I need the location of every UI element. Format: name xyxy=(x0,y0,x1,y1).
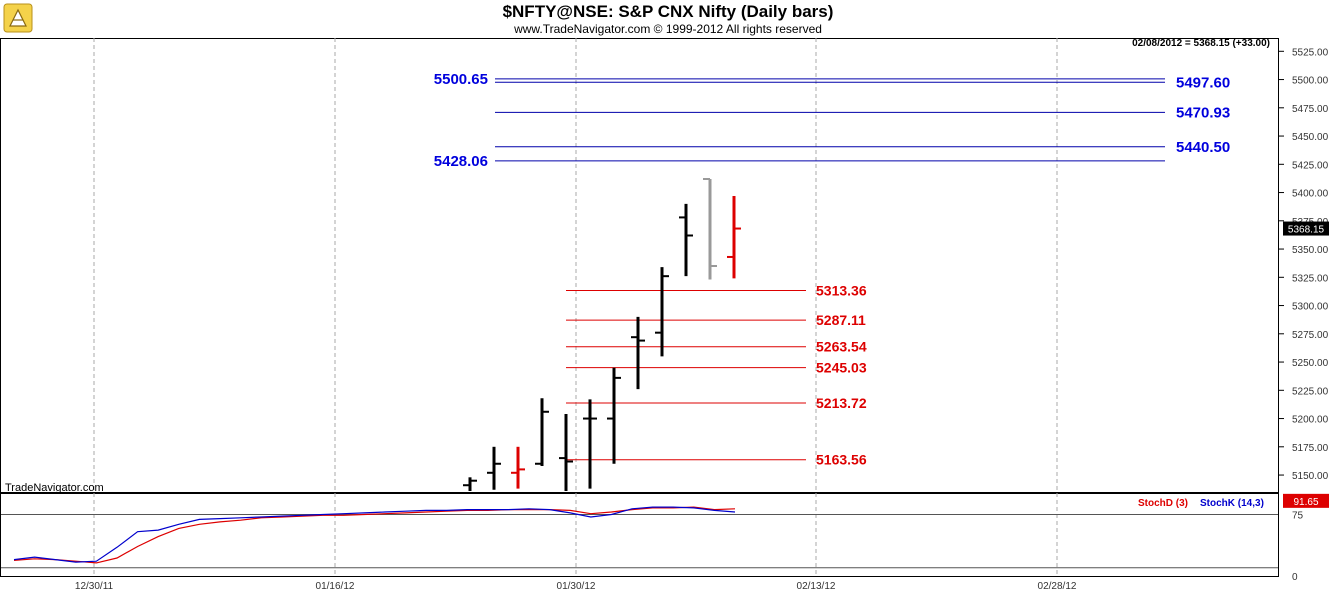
y-tick-label: 5350.00 xyxy=(1292,245,1329,256)
ohlc-bar xyxy=(631,316,645,390)
retracement-label: 5163.56 xyxy=(816,452,867,468)
retracement-label: 5287.11 xyxy=(816,312,866,328)
stoch-last-label: 91.65 xyxy=(1293,497,1318,508)
stoch-y-tick-label: 0 xyxy=(1292,572,1298,583)
x-tick-label: 01/30/12 xyxy=(557,581,596,592)
x-axis: 12/30/11 01/16/12 01/30/12 02/13/12 02/28/12 xyxy=(75,581,1077,592)
vertical-gridlines xyxy=(93,38,1058,576)
stoch-d-legend: StochD (3) xyxy=(1138,498,1188,509)
x-tick-label: 01/16/12 xyxy=(316,581,355,592)
price-y-axis: 5525.00 5500.00 5475.00 5450.00 5425.00 5400.… xyxy=(1278,47,1329,482)
stoch-panel: 75 0 StochD (3) StochK (14,3) 91.65 xyxy=(1,493,1329,583)
x-tick-label: 02/13/12 xyxy=(797,581,836,592)
y-tick-label: 5450.00 xyxy=(1292,132,1329,143)
last-price-label: 5368.15 xyxy=(1288,225,1325,236)
ohlc-bar xyxy=(583,399,597,489)
y-tick-label: 5200.00 xyxy=(1292,415,1329,426)
y-tick-label: 5225.00 xyxy=(1292,386,1329,397)
fib-levels: 5500.65 5428.06 5497.60 5470.93 5440.50 5313.… xyxy=(434,71,1230,468)
stoch-k-line xyxy=(13,506,736,563)
y-tick-label: 5300.00 xyxy=(1292,302,1329,313)
x-tick-label: 02/28/12 xyxy=(1038,581,1077,592)
fib-level-label: 5428.06 xyxy=(434,153,488,170)
stoch-y-tick-label: 75 xyxy=(1292,511,1304,522)
y-tick-label: 5175.00 xyxy=(1292,443,1329,454)
y-tick-label: 5250.00 xyxy=(1292,358,1329,369)
y-tick-label: 5500.00 xyxy=(1292,76,1329,87)
price-readout: 02/08/2012 = 5368.15 (+33.00) xyxy=(1132,38,1270,49)
price-bars xyxy=(463,177,741,491)
chart-title: $NFTY@NSE: S&P CNX Nifty (Daily bars) xyxy=(503,2,834,21)
ohlc-bar xyxy=(703,177,717,280)
ohlc-bar xyxy=(655,267,669,357)
stoch-last-tag xyxy=(1283,493,1329,508)
fib-level-label: 5497.60 xyxy=(1176,74,1230,91)
stoch-d-line xyxy=(13,506,736,564)
x-tick-label: 12/30/11 xyxy=(75,581,114,592)
tradenavigator-logo xyxy=(3,3,33,33)
y-tick-label: 5150.00 xyxy=(1292,471,1329,482)
ohlc-bar xyxy=(511,446,525,489)
y-tick-label: 5525.00 xyxy=(1292,47,1329,58)
ohlc-bar xyxy=(727,195,741,279)
retracement-label: 5213.72 xyxy=(816,395,867,411)
ohlc-bar xyxy=(487,446,501,490)
price-plot-area xyxy=(0,38,1279,493)
ohlc-bar xyxy=(463,477,477,491)
ohlc-bar xyxy=(559,414,573,491)
fib-level-label: 5500.65 xyxy=(434,71,488,88)
ohlc-bar xyxy=(679,203,693,277)
retracement-label: 5263.54 xyxy=(816,339,867,355)
fib-level-label: 5470.93 xyxy=(1176,104,1230,121)
retracement-label: 5245.03 xyxy=(816,360,867,376)
stoch-plot-area xyxy=(0,493,1279,577)
credit-label: TradeNavigator.com xyxy=(5,482,104,494)
stoch-k-legend: StochK (14,3) xyxy=(1200,498,1264,509)
last-price-tag xyxy=(1283,221,1329,236)
y-tick-label: 5475.00 xyxy=(1292,104,1329,115)
retracement-label: 5313.36 xyxy=(816,282,867,298)
y-tick-label: 5425.00 xyxy=(1292,160,1329,171)
y-tick-label: 5275.00 xyxy=(1292,330,1329,341)
y-tick-label: 5400.00 xyxy=(1292,189,1329,200)
chart-subtitle: www.TradeNavigator.com © 1999-2012 All r… xyxy=(513,22,822,36)
ohlc-bar xyxy=(535,398,549,467)
ohlc-bar xyxy=(607,367,621,464)
y-tick-label: 5325.00 xyxy=(1292,273,1329,284)
fib-level-label: 5440.50 xyxy=(1176,139,1230,156)
